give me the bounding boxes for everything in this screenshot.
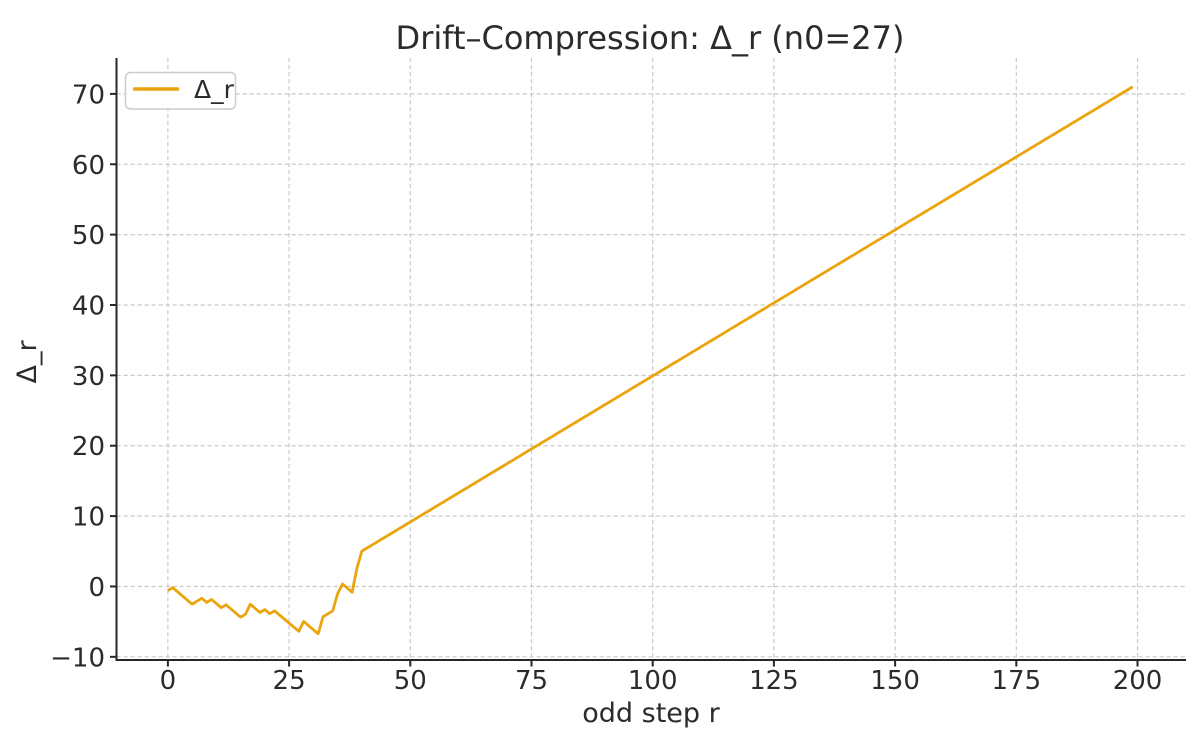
delta-r-line-series [167,85,1134,636]
x-tick-label: 125 [749,666,799,696]
x-tick-label: 100 [628,666,678,696]
legend-entry-label: Δ_r [194,75,235,104]
x-tick-label: 0 [160,666,177,696]
x-tick-label: 150 [870,666,920,696]
y-tick-label: 70 [72,80,105,110]
gridlines [116,58,1186,660]
x-axis-label: odd step r [582,698,720,729]
x-tick-label: 200 [1113,666,1163,696]
chart-title: Drift–Compression: Δ_r (n0=27) [396,19,905,57]
x-tick-label: 25 [273,666,306,696]
tick-marks [110,92,1139,667]
y-tick-label: 50 [72,221,105,251]
y-tick-label: 0 [88,573,105,603]
legend: Δ_r [124,71,237,110]
x-tick-labels: 0 25 50 75 100 125 150 175 200 [160,666,1163,696]
legend-box [124,71,237,110]
y-tick-labels: −10 0 10 20 30 40 50 60 70 [50,80,105,673]
y-axis-label: Δ_r [12,340,43,384]
x-tick-label: 175 [991,666,1041,696]
y-tick-label: 30 [72,362,105,392]
x-tick-label: 50 [394,666,427,696]
y-tick-label: 10 [72,503,105,533]
y-tick-label: 40 [72,291,105,321]
x-tick-label: 75 [515,666,548,696]
y-tick-label: −10 [50,643,105,673]
y-tick-label: 60 [72,151,105,181]
y-tick-label: 20 [72,432,105,462]
